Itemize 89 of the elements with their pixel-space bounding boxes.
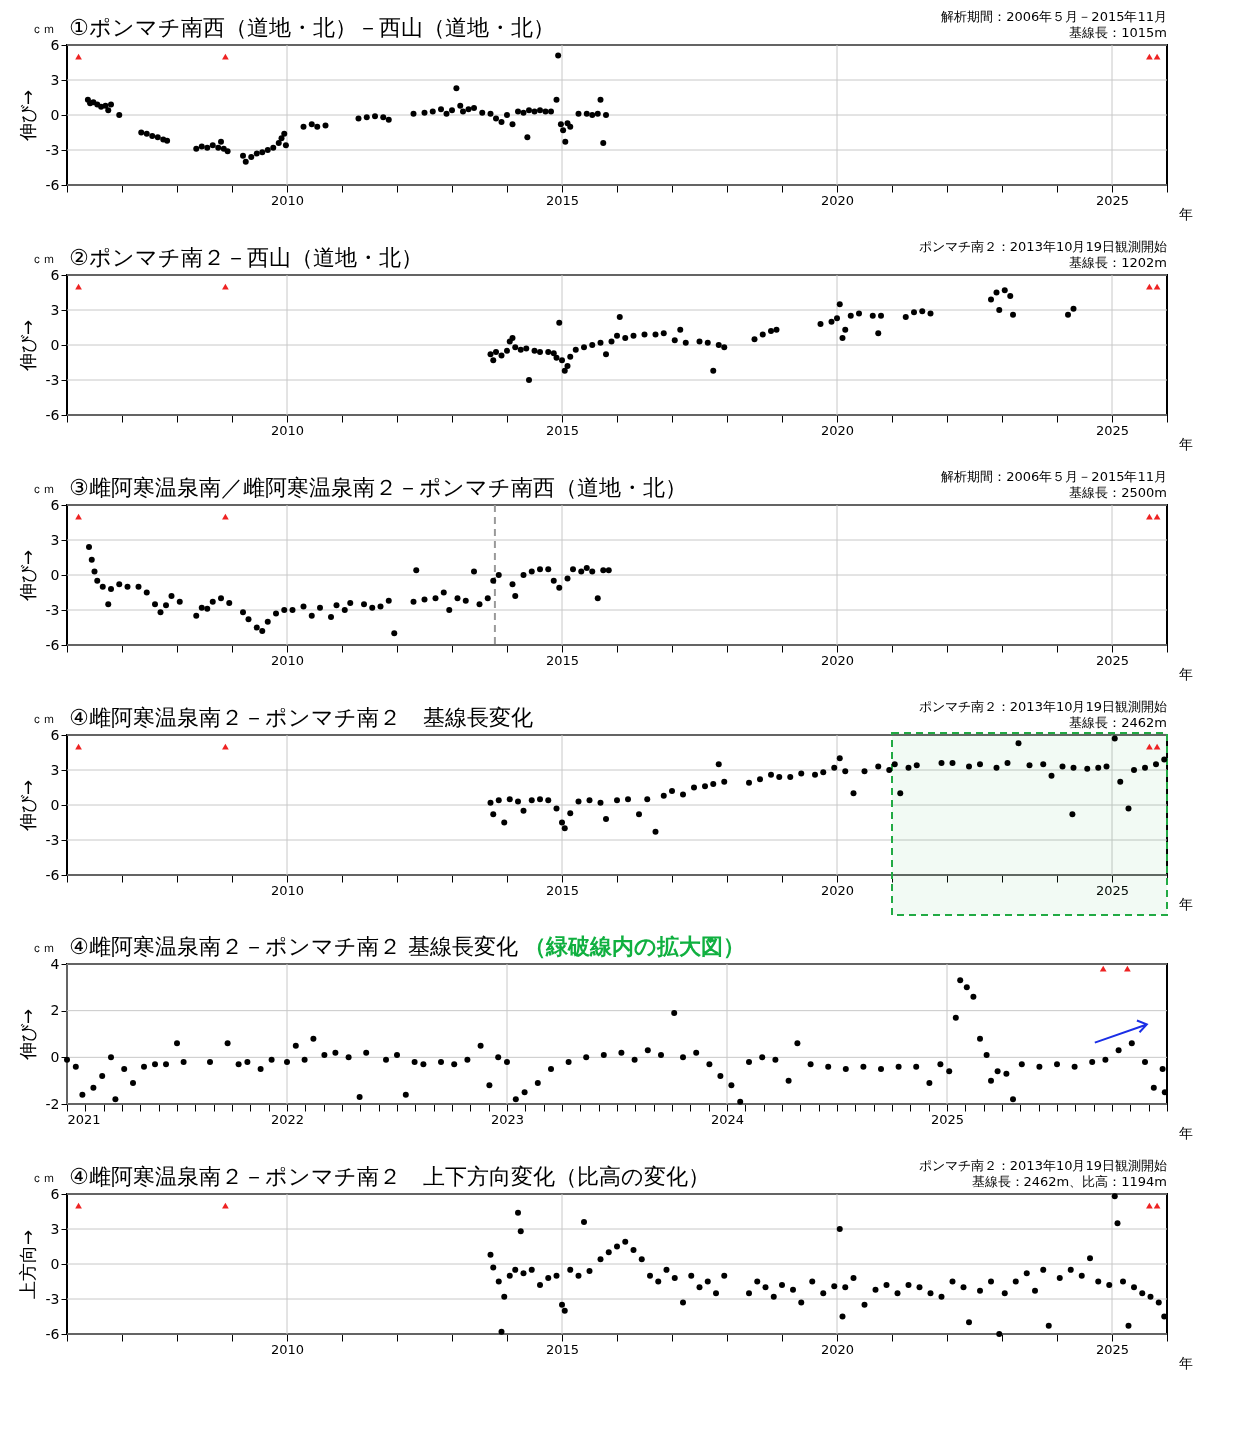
x-tick-label: 2010 bbox=[270, 652, 305, 668]
x-tick-label: 2010 bbox=[270, 192, 305, 208]
x-tick-label: 2021 bbox=[67, 1111, 101, 1127]
y-axis-title: 伸び→ bbox=[16, 89, 38, 143]
y-tick-label: -6 bbox=[45, 176, 60, 193]
y-tick-label: -3 bbox=[45, 371, 60, 388]
y-tick-label: 2 bbox=[50, 1002, 60, 1019]
x-tick-label: 2015 bbox=[545, 1341, 580, 1357]
y-tick-label: 3 bbox=[50, 531, 60, 548]
y-tick-label: 3 bbox=[50, 301, 60, 318]
x-axis-title: 年 bbox=[1178, 665, 1193, 682]
y-tick-label: -6 bbox=[45, 636, 60, 653]
x-tick-label: 2024 bbox=[710, 1111, 745, 1127]
text: ポンマチ南２：2013年10月19日観測開始 bbox=[918, 699, 1167, 714]
x-tick-label: 2015 bbox=[545, 652, 580, 668]
x-tick-label: 2025 bbox=[1095, 192, 1130, 208]
y-tick-label: 0 bbox=[50, 1048, 60, 1065]
x-tick-label: 2023 bbox=[490, 1111, 525, 1127]
text: ｃｍ bbox=[31, 712, 55, 726]
text: ｃｍ bbox=[31, 1171, 55, 1185]
x-tick-label: 2025 bbox=[930, 1111, 965, 1127]
y-tick-label: 6 bbox=[50, 36, 60, 53]
text: ｃｍ bbox=[31, 482, 55, 496]
y-axis-title: 伸び→ bbox=[16, 779, 38, 833]
y-axis-title: 伸び→ bbox=[16, 549, 38, 603]
x-tick-label: 2020 bbox=[820, 882, 855, 898]
x-axis-title: 年 bbox=[1178, 205, 1193, 222]
x-tick-label: 2025 bbox=[1095, 1341, 1130, 1357]
text: ｃｍ bbox=[31, 941, 55, 955]
y-tick-label: -6 bbox=[45, 406, 60, 423]
text: ポンマチ南２：2013年10月19日観測開始 bbox=[918, 239, 1167, 254]
x-tick-label: 2025 bbox=[1095, 652, 1130, 668]
y-tick-label: 6 bbox=[50, 496, 60, 513]
y-tick-label: 6 bbox=[50, 726, 60, 743]
chart-title: ①ポンマチ南西（道地・北）－西山（道地・北） bbox=[69, 15, 555, 40]
x-axis-title: 年 bbox=[1178, 1124, 1193, 1141]
x-tick-label: 2020 bbox=[820, 422, 855, 438]
y-tick-label: 0 bbox=[50, 566, 60, 583]
chart-title: ④雌阿寒温泉南２－ポンマチ南２ 上下方向変化（比高の変化） bbox=[69, 1164, 710, 1189]
x-tick-label: 2015 bbox=[545, 192, 580, 208]
x-tick-label: 2015 bbox=[545, 422, 580, 438]
chart-title: ②ポンマチ南２－西山（道地・北） bbox=[69, 245, 423, 270]
y-tick-label: 6 bbox=[50, 266, 60, 283]
text: ポンマチ南２：2013年10月19日観測開始 bbox=[918, 1158, 1167, 1173]
x-tick-label: 2010 bbox=[270, 1341, 305, 1357]
x-axis-title: 年 bbox=[1178, 1354, 1193, 1371]
text: 基線長：1202m bbox=[1069, 255, 1167, 270]
y-axis-title: 伸び→ bbox=[16, 319, 38, 373]
chart-title: ④雌阿寒温泉南２－ポンマチ南２ 基線長変化 bbox=[69, 934, 518, 959]
x-axis-title: 年 bbox=[1178, 895, 1193, 912]
x-tick-label: 2025 bbox=[1095, 422, 1130, 438]
y-tick-label: 4 bbox=[50, 955, 60, 972]
x-axis-title: 年 bbox=[1178, 435, 1193, 452]
text: 基線長：2462m bbox=[1069, 715, 1167, 730]
text: 基線長：2500m bbox=[1069, 485, 1167, 500]
chart-title: ③雌阿寒温泉南／雌阿寒温泉南２－ポンマチ南西（道地・北） bbox=[69, 475, 687, 500]
text: ｃｍ bbox=[31, 252, 55, 266]
x-tick-label: 2022 bbox=[270, 1111, 305, 1127]
text: 解析期間：2006年５月－2015年11月 bbox=[941, 469, 1167, 484]
y-tick-label: -3 bbox=[45, 1290, 60, 1307]
text: ｃｍ bbox=[31, 22, 55, 36]
text: 基線長：2462m、比高：1194m bbox=[971, 1174, 1167, 1189]
text: 基線長：1015m bbox=[1069, 25, 1167, 40]
y-tick-label: -3 bbox=[45, 831, 60, 848]
y-tick-label: -2 bbox=[45, 1095, 60, 1112]
x-tick-label: 2010 bbox=[270, 882, 305, 898]
x-tick-label: 2010 bbox=[270, 422, 305, 438]
y-tick-label: -3 bbox=[45, 601, 60, 618]
x-tick-label: 2020 bbox=[820, 652, 855, 668]
chart-subtitle: （緑破線内の拡大図） bbox=[523, 934, 745, 959]
y-tick-label: -6 bbox=[45, 1325, 60, 1342]
y-tick-label: 0 bbox=[50, 106, 60, 123]
y-tick-label: 3 bbox=[50, 761, 60, 778]
y-axis-title: 伸び→ bbox=[16, 1008, 38, 1062]
y-tick-label: 0 bbox=[50, 1255, 60, 1272]
x-tick-label: 2020 bbox=[820, 192, 855, 208]
text: 解析期間：2006年５月－2015年11月 bbox=[941, 9, 1167, 24]
y-axis-title: 上方向→ bbox=[16, 1229, 38, 1300]
y-tick-label: 0 bbox=[50, 796, 60, 813]
y-tick-label: 3 bbox=[50, 71, 60, 88]
y-tick-label: 0 bbox=[50, 336, 60, 353]
y-tick-label: 6 bbox=[50, 1185, 60, 1202]
x-tick-label: 2020 bbox=[820, 1341, 855, 1357]
x-tick-label: 2015 bbox=[545, 882, 580, 898]
y-tick-label: -3 bbox=[45, 141, 60, 158]
chart-title: ④雌阿寒温泉南２－ポンマチ南２ 基線長変化 bbox=[69, 705, 533, 730]
y-tick-label: -6 bbox=[45, 866, 60, 883]
x-tick-label: 2025 bbox=[1095, 882, 1130, 898]
y-tick-label: 3 bbox=[50, 1220, 60, 1237]
